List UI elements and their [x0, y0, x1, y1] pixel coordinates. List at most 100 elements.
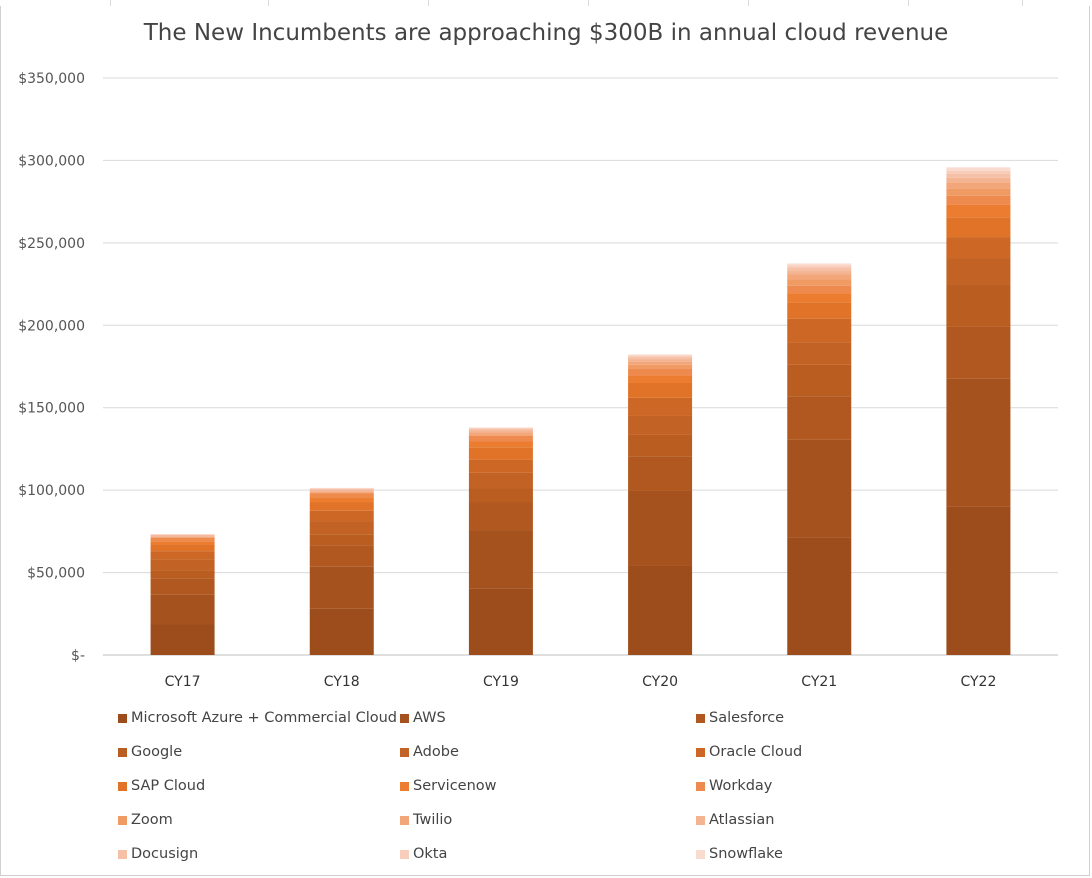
bar-segment [628, 368, 693, 376]
bar-segment [468, 441, 533, 448]
legend-item: Twilio [400, 810, 452, 830]
legend-item: Salesforce [696, 708, 784, 728]
bar-segment [946, 204, 1011, 218]
bar-segment [946, 167, 1011, 171]
bar-segment [468, 434, 533, 436]
legend-label: AWS [413, 710, 446, 726]
legend-swatch [118, 781, 127, 791]
bar-segment [468, 588, 533, 655]
y-tick-label: $200,000 [18, 318, 85, 334]
bar-segment [946, 195, 1011, 205]
bar-segment [787, 293, 852, 303]
bar-segment [150, 559, 215, 571]
bar-segment [628, 415, 693, 435]
bar-segment [946, 284, 1011, 327]
bar-segment [468, 432, 533, 435]
bar-segment [628, 355, 693, 357]
legend-item: Atlassian [696, 810, 774, 830]
legend-label: Twilio [413, 812, 453, 828]
bar-segment [468, 435, 533, 442]
bar-segment [468, 488, 533, 503]
legend-swatch [400, 849, 409, 859]
y-tick-label: $50,000 [27, 566, 85, 582]
bar-segment [309, 491, 374, 493]
legend-swatch [696, 713, 705, 723]
bar-segment [787, 537, 852, 655]
legend-swatch [400, 713, 409, 723]
bar-segment [150, 551, 215, 560]
x-tick-label: CY22 [960, 674, 996, 690]
bar-segment [787, 364, 852, 397]
legend-swatch [400, 747, 409, 757]
bar-segment [787, 285, 852, 294]
legend-label: Atlassian [709, 812, 775, 828]
bar-segment [309, 521, 374, 535]
bar-segment [468, 427, 533, 429]
bar-segment [309, 608, 374, 655]
legend-swatch [696, 815, 705, 825]
bar-segment [628, 375, 693, 383]
y-tick-label: $150,000 [18, 401, 85, 417]
legend-swatch [118, 815, 127, 825]
bar-segment [946, 173, 1011, 178]
bar-segment [309, 493, 374, 498]
legend-item: Workday [696, 776, 772, 796]
bar-segment [946, 182, 1011, 189]
bar-segment [150, 594, 215, 625]
spreadsheet-grid-lines [0, 0, 1092, 6]
bar-segment [787, 267, 852, 272]
chart-title: The New Incumbents are approaching $300B… [143, 20, 949, 46]
bar-segment [946, 506, 1011, 655]
legend-swatch [696, 849, 705, 859]
bar-segment [787, 265, 852, 268]
bar-segment [309, 497, 374, 503]
bar-segment [309, 502, 374, 511]
bar-segment [628, 490, 693, 566]
legend-label: Google [131, 744, 183, 760]
legend-swatch [400, 781, 409, 791]
bar-segment [150, 537, 215, 542]
bar-segment [787, 263, 852, 266]
bar-segment [628, 359, 693, 362]
bar-segment [468, 430, 533, 433]
bar-segment [787, 302, 852, 319]
bar-segment [946, 237, 1011, 259]
chart-area[interactable] [0, 6, 1090, 876]
y-tick-label: $100,000 [18, 483, 85, 499]
legend-item: Zoom [118, 810, 173, 830]
legend-label: Zoom [131, 812, 173, 828]
legend-label: Okta [413, 846, 448, 862]
legend-item: Snowflake [696, 844, 783, 864]
legend-item: Google [118, 742, 182, 762]
bar-segment [309, 488, 374, 489]
legend-swatch [696, 781, 705, 791]
legend-item: Servicenow [400, 776, 497, 796]
legend-label: Workday [709, 778, 773, 794]
bar-segment [787, 439, 852, 538]
bar-segment [309, 534, 374, 546]
bar-segment [787, 396, 852, 440]
y-tick-label: $350,000 [18, 71, 85, 87]
x-tick-label: CY19 [483, 674, 519, 690]
chart-legend: Microsoft Azure + Commercial Cloud AWS Sal… [118, 708, 1058, 868]
bar-segment [628, 397, 693, 416]
bar-segment [787, 279, 852, 286]
x-tick-label: CY20 [642, 674, 678, 690]
legend-item: AWS [400, 708, 446, 728]
x-tick-label: CY18 [324, 674, 360, 690]
bar-segment [309, 492, 374, 494]
legend-label: Snowflake [709, 846, 783, 862]
bar-segment [150, 570, 215, 579]
bar-segment [309, 566, 374, 609]
bar-segment [468, 459, 533, 473]
bar-segment [946, 177, 1011, 183]
bar-segment [628, 361, 693, 365]
bar-segment [628, 382, 693, 398]
legend-item: SAP Cloud [118, 776, 205, 796]
legend-swatch [118, 747, 127, 757]
bar-segment [787, 318, 852, 343]
bar-segment [468, 447, 533, 460]
bar-segment [628, 356, 693, 360]
bar-segment [150, 541, 215, 545]
bar-segment [150, 536, 215, 538]
